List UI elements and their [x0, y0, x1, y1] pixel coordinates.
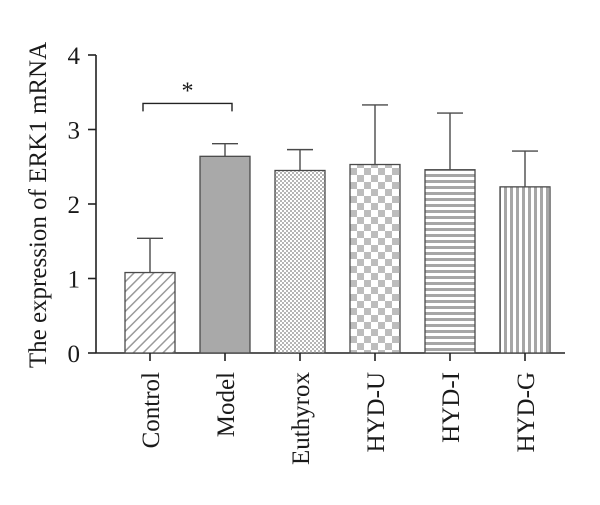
bar — [424, 169, 476, 354]
x-tick-label: HYD-U — [363, 372, 390, 453]
bar — [349, 163, 401, 354]
significance-star: * — [182, 78, 194, 104]
x-tick-label: Euthyrox — [288, 372, 315, 466]
y-tick-label: 4 — [68, 43, 81, 70]
annotations: * — [142, 78, 233, 112]
significance-bracket — [142, 102, 233, 112]
x-tick-label: HYD-I — [438, 372, 465, 443]
error-bars — [137, 104, 538, 273]
x-ticks: Control Model Euthyrox HYD-U HYD-I HYD-G — [138, 353, 540, 465]
y-ticks: 0 1 2 3 4 — [68, 43, 96, 368]
bar — [199, 155, 251, 354]
y-tick-label: 0 — [68, 341, 81, 368]
bar — [124, 271, 176, 354]
x-tick-label: HYD-G — [513, 372, 540, 453]
y-tick-label: 1 — [68, 267, 81, 294]
y-tick-label: 2 — [68, 192, 81, 219]
x-tick-label: Control — [138, 372, 165, 448]
y-axis-label: The expression of ERK1 mRNA — [25, 42, 52, 368]
bar — [499, 186, 551, 354]
bar — [274, 169, 326, 354]
bars — [124, 155, 551, 354]
x-tick-label: Model — [213, 372, 240, 437]
y-tick-label: 3 — [68, 118, 81, 145]
